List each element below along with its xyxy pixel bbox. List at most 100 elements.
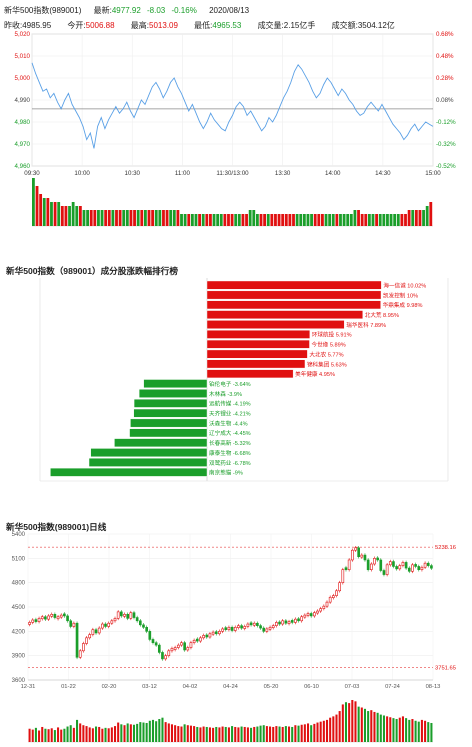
volume-bar [306, 723, 310, 742]
volume-bar [31, 729, 34, 742]
volume-bar [269, 726, 272, 742]
candle-body [237, 625, 240, 628]
volume-bar [76, 719, 79, 742]
volume-bar [148, 720, 151, 742]
candle-body [138, 620, 142, 626]
candle-body [69, 620, 73, 627]
volume-bar [117, 722, 120, 742]
volume-bar [194, 214, 198, 226]
candle-body [426, 562, 430, 566]
volume-bar [411, 210, 415, 226]
ranking-bar [206, 290, 382, 300]
x-tick-label: 12-31 [21, 684, 36, 690]
x-tick-label: 11:30/13:00 [216, 170, 249, 177]
ranking-label: 铂伦电子 -3.64% [209, 380, 251, 388]
candle-body [233, 626, 237, 631]
volume-bar [300, 724, 303, 742]
candle-body [113, 618, 117, 622]
candle-body [373, 558, 376, 565]
ranking-label: 华鼎集成 9.98% [383, 301, 423, 309]
high-label: 最高: [130, 21, 150, 30]
volume-bar [234, 214, 238, 226]
volume-bar [75, 206, 79, 226]
candle-body [129, 612, 133, 619]
candle-body [75, 622, 79, 658]
volume-bar [42, 198, 46, 226]
ranking-label: 双鹭药业 -6.78% [209, 459, 251, 467]
volume-bar [346, 214, 350, 226]
volume-bar [324, 214, 328, 226]
candle-body [275, 622, 278, 626]
volume-bar [219, 214, 223, 226]
x-tick-label: 04-24 [223, 684, 239, 690]
volume-bar [46, 198, 50, 226]
ranking-bar [88, 458, 208, 467]
y-tick-right: -0.52% [436, 163, 456, 170]
ranking-bar [50, 467, 208, 477]
volume-bar [256, 726, 259, 742]
x-tick-label: 14:00 [325, 170, 341, 177]
volume-bar [180, 726, 183, 742]
volume-bar [101, 728, 104, 742]
ranking-bar [206, 369, 294, 379]
volume-bar [98, 726, 101, 742]
volume-bar [262, 725, 265, 742]
volume-bar [107, 728, 110, 742]
volume-bar [277, 214, 281, 226]
candle-body [97, 627, 101, 634]
candle-body [101, 623, 104, 629]
volume-bar [47, 729, 50, 742]
candle-body [151, 639, 155, 643]
candle-body [126, 614, 129, 619]
volume-bar [240, 726, 243, 742]
candle-body [360, 554, 364, 558]
x-tick-label: 11:00 [175, 170, 191, 177]
prev-close-value: 4985.95 [22, 21, 52, 30]
candle-body [132, 612, 136, 618]
volume-bar [133, 210, 136, 226]
candle-body [221, 628, 224, 632]
volume-bar [367, 711, 370, 742]
candle-body [47, 615, 50, 620]
x-tick-label: 07-24 [385, 684, 401, 690]
volume-bar [335, 214, 339, 226]
candle-body [180, 642, 183, 646]
volume-bar [382, 715, 385, 742]
candle-body [218, 631, 221, 635]
volume-bar [227, 214, 230, 226]
candle-body [53, 614, 57, 618]
candle-body [423, 562, 427, 568]
volume-bar [349, 214, 353, 226]
volume-bar [201, 214, 205, 226]
ranking-label: 辽宁成大 -4.45% [209, 429, 251, 437]
volume-bar [331, 214, 335, 226]
volume-bar [411, 719, 414, 742]
y-tick-left: 4,990 [15, 97, 31, 104]
volume-bar [215, 726, 218, 742]
candle-body [91, 629, 95, 635]
volume-value: 2.15亿手 [283, 21, 316, 30]
candle-body [246, 623, 250, 627]
volume-bar [183, 214, 187, 226]
candle-body [56, 616, 60, 620]
volume-bar [395, 719, 398, 742]
volume-bar [221, 726, 224, 742]
volume-bar [292, 214, 295, 226]
intraday-chart[interactable]: 09:30 10:00 10:30 11:00 11:30/13:00 13:30 14:0… [0, 28, 472, 228]
candle-body [176, 644, 180, 648]
ranking-bar [138, 389, 208, 398]
candle-body [357, 547, 360, 558]
candle-body [338, 582, 341, 592]
y-tick-left: 5,010 [15, 53, 31, 60]
y-tick-label: 5400 [12, 532, 26, 538]
ranking-bar [206, 339, 310, 349]
candle-body [328, 596, 332, 603]
x-tick-label: 10:00 [74, 170, 90, 177]
candle-body [414, 564, 417, 567]
quote-date: 2020/08/13 [209, 6, 250, 15]
ranking-chart[interactable]: 海一信诚 10.02% 凯发控制 10% 华鼎集成 9.98% 北大荒 8.95% 瑞华… [0, 278, 472, 488]
turnover-label: 成交额: [331, 21, 358, 30]
ranking-bar [133, 398, 208, 408]
candle-body [316, 610, 319, 614]
